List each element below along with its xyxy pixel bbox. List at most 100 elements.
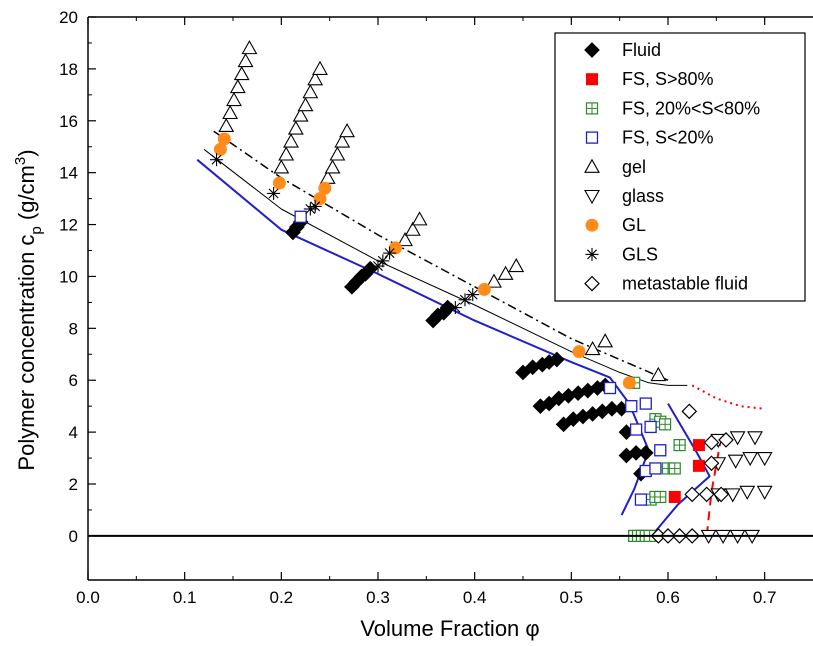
point-gls-2 bbox=[267, 186, 281, 200]
point-gel-10 bbox=[283, 133, 299, 148]
point-fs-s-20-10 bbox=[634, 493, 648, 506]
legend-marker-7 bbox=[585, 218, 599, 232]
point-gel-16 bbox=[312, 60, 328, 75]
point-glass-5 bbox=[727, 454, 744, 469]
legend-label-7: GL bbox=[622, 215, 646, 235]
point-gl-4 bbox=[313, 192, 327, 206]
legend: Fluid FS, S>80% FS, 20%<S<80% FS, S<20% gel g… bbox=[554, 32, 806, 302]
legend-marker-6 bbox=[584, 189, 600, 205]
x-tick-label-1: 0.1 bbox=[173, 588, 197, 607]
point-fs-s-20-3 bbox=[625, 400, 638, 413]
legend-label-3: FS, 20%<S<80% bbox=[622, 98, 760, 118]
point-gls-8 bbox=[448, 301, 462, 315]
point-gel-25 bbox=[486, 273, 502, 288]
y-tick-label-9: 18 bbox=[59, 60, 78, 79]
curve-2 bbox=[650, 403, 711, 537]
x-axis-title: Volume Fraction φ bbox=[360, 616, 539, 641]
point-gel-23 bbox=[404, 221, 421, 236]
legend-marker-5 bbox=[584, 158, 600, 173]
point-gls-7 bbox=[383, 246, 397, 260]
point-gl-9 bbox=[622, 376, 636, 390]
point-gl-5 bbox=[318, 181, 332, 195]
point-gls-1 bbox=[210, 153, 224, 167]
x-tick-label-6: 0.6 bbox=[656, 588, 680, 607]
point-metastable-fluid-7 bbox=[713, 486, 730, 503]
point-gel-11 bbox=[287, 120, 304, 135]
point-fluid-13 bbox=[515, 364, 531, 381]
legend-marker-1 bbox=[584, 42, 600, 58]
point-gel-14 bbox=[302, 84, 319, 99]
point-gl-8 bbox=[572, 345, 586, 359]
point-metastable-fluid-3 bbox=[718, 432, 734, 448]
point-fluid-19 bbox=[541, 395, 557, 412]
point-fs-s-20-7 bbox=[654, 444, 667, 457]
legend-marker-8 bbox=[585, 247, 599, 261]
y-tick-label-6: 12 bbox=[59, 216, 78, 235]
legend-marker-2 bbox=[586, 73, 598, 86]
point-glass-6 bbox=[742, 452, 759, 467]
y-tick-label-1: 2 bbox=[69, 475, 78, 494]
point-metastable-fluid-4 bbox=[703, 455, 720, 472]
point-gl-3 bbox=[272, 176, 286, 190]
legend-label-8: GLS bbox=[622, 244, 658, 264]
point-fs-20-s-80-6 bbox=[668, 462, 681, 475]
legend-label-6: glass bbox=[622, 186, 664, 206]
legend-label-9: metastable fluid bbox=[622, 274, 748, 294]
point-gel-24 bbox=[411, 211, 428, 226]
point-fs-s-20-2 bbox=[603, 381, 617, 395]
x-tick-label-2: 0.2 bbox=[270, 588, 294, 607]
point-gel-5 bbox=[233, 65, 250, 81]
point-fs-s-20-1 bbox=[294, 210, 307, 223]
x-tick-label-5: 0.5 bbox=[560, 588, 584, 607]
point-gel-9 bbox=[278, 146, 295, 161]
point-gel-29 bbox=[597, 333, 614, 348]
point-gel-6 bbox=[237, 52, 254, 68]
point-gel-15 bbox=[307, 71, 324, 86]
y-tick-label-4: 8 bbox=[69, 319, 78, 338]
point-gls-10 bbox=[466, 288, 480, 302]
point-gel-1 bbox=[218, 117, 235, 133]
x-tick-label-7: 0.7 bbox=[753, 588, 777, 607]
point-metastable-fluid-5 bbox=[684, 486, 701, 503]
y-axis-title: Polymer concentration cp (g/cm3) bbox=[12, 149, 45, 470]
legend-label-4: FS, S<20% bbox=[622, 128, 714, 148]
point-gel-22 bbox=[397, 231, 414, 247]
curve-5 bbox=[691, 384, 765, 410]
point-glass-7 bbox=[756, 452, 773, 467]
point-glass-2 bbox=[729, 431, 746, 446]
point-gel-20 bbox=[334, 133, 351, 148]
point-fluid-17 bbox=[548, 351, 565, 368]
point-fs-s-20-9 bbox=[649, 462, 662, 475]
point-glass-11 bbox=[756, 485, 773, 500]
legend-marker-3 bbox=[585, 102, 599, 115]
point-gel-30 bbox=[650, 366, 667, 382]
point-fluid-26 bbox=[555, 416, 572, 433]
point-fs-20-s-80-10 bbox=[654, 490, 667, 504]
y-tick-label-5: 10 bbox=[59, 267, 78, 286]
y-tick-label-10: 20 bbox=[59, 8, 78, 27]
point-gl-7 bbox=[477, 282, 491, 296]
marker-layer bbox=[210, 40, 773, 545]
point-glass-9 bbox=[724, 488, 741, 503]
point-gel-8 bbox=[273, 159, 290, 174]
point-gl-2 bbox=[217, 132, 231, 146]
y-tick-label-8: 16 bbox=[59, 112, 78, 131]
y-tick-label-0: 0 bbox=[69, 527, 78, 546]
legend-label-1: Fluid bbox=[622, 40, 661, 60]
point-gel-13 bbox=[297, 97, 314, 112]
point-fs-s-80-2 bbox=[668, 490, 681, 503]
y-tick-label-7: 14 bbox=[59, 164, 78, 183]
point-fs-s-20-6 bbox=[644, 420, 657, 434]
point-gel-28 bbox=[584, 340, 601, 356]
point-fs-s-80-4 bbox=[692, 459, 705, 472]
point-gel-19 bbox=[329, 146, 346, 161]
point-glass-10 bbox=[739, 485, 756, 500]
x-tick-label-3: 0.3 bbox=[366, 588, 390, 607]
point-gel-4 bbox=[229, 78, 246, 94]
x-tick-label-0: 0.0 bbox=[76, 588, 100, 607]
point-gls-9 bbox=[458, 293, 472, 307]
point-gls-4 bbox=[308, 199, 322, 213]
point-fs-s-80-3 bbox=[692, 439, 705, 452]
point-gel-7 bbox=[241, 40, 258, 55]
